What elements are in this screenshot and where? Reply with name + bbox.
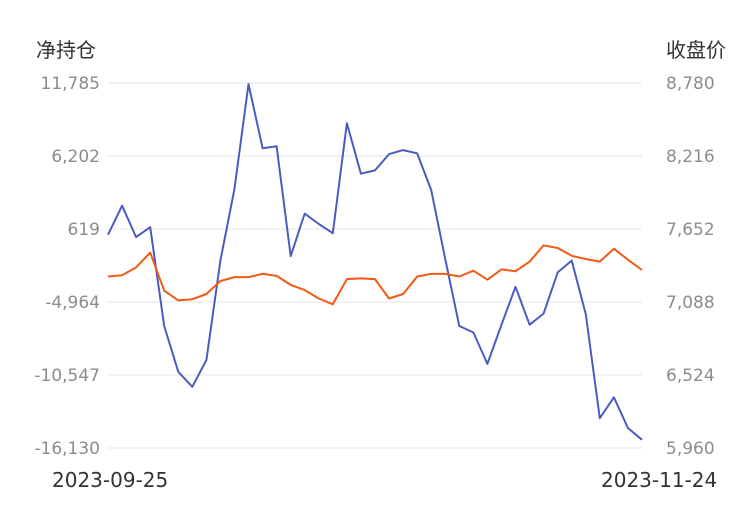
gridlines	[108, 82, 642, 449]
left-axis-ticks: 11,785 6,202 619 -4,964 -10,547 -16,130	[34, 74, 100, 459]
left-tick-label: -10,547	[34, 366, 100, 386]
right-tick-label: 7,088	[666, 293, 715, 313]
left-tick-label: 6,202	[51, 147, 100, 167]
left-tick-label: 619	[68, 220, 100, 240]
series-lines	[107, 83, 643, 441]
left-tick-label: -16,130	[34, 439, 100, 459]
right-tick-label: 5,960	[666, 439, 715, 459]
right-axis-title: 收盘价	[666, 38, 726, 62]
right-tick-label: 7,652	[666, 220, 715, 240]
left-axis-title: 净持仓	[36, 38, 96, 62]
x-end-label: 2023-11-24	[601, 468, 718, 492]
right-tick-label: 8,780	[666, 74, 715, 94]
left-tick-label: 11,785	[41, 74, 100, 94]
right-tick-label: 8,216	[666, 147, 715, 167]
left-tick-label: -4,964	[45, 293, 100, 313]
net-position-line	[107, 83, 643, 441]
close-price-line	[107, 244, 643, 306]
right-axis-ticks: 8,780 8,216 7,652 7,088 6,524 5,960	[666, 74, 715, 459]
x-start-label: 2023-09-25	[52, 468, 169, 492]
right-tick-label: 6,524	[666, 366, 715, 386]
